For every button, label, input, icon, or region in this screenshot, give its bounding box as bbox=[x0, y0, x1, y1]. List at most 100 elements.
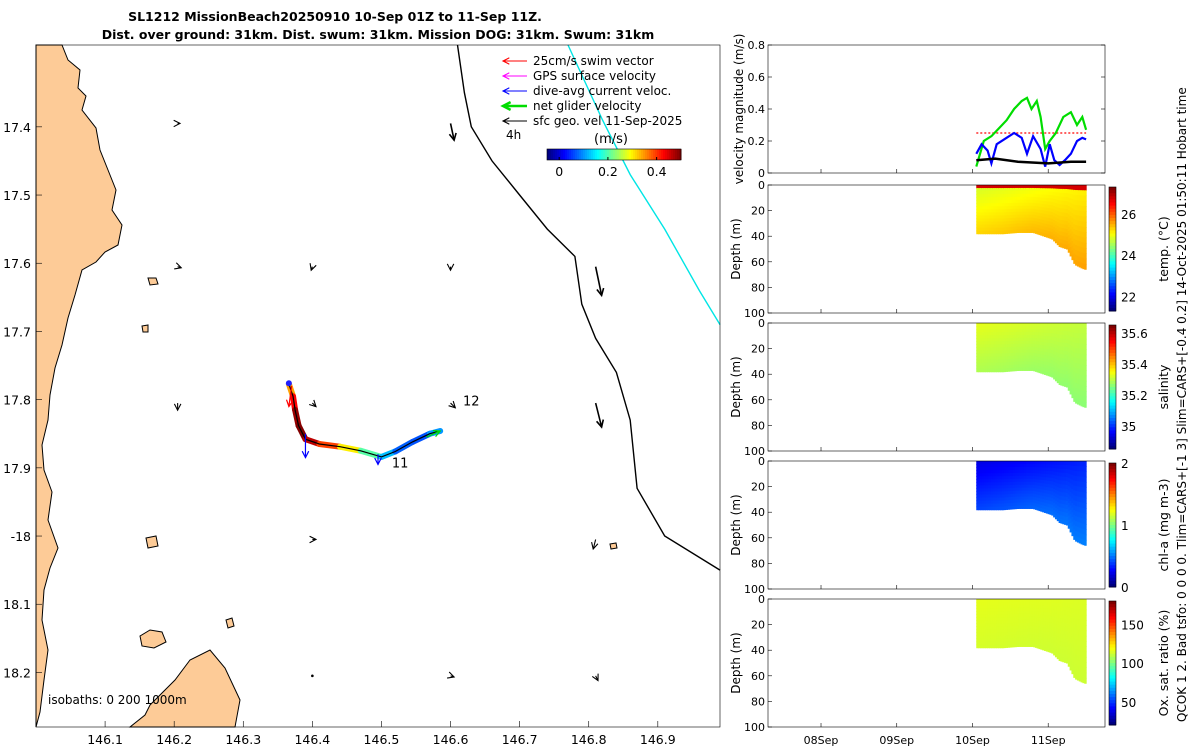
colorbar-cell-4 bbox=[555, 149, 558, 160]
section-cell-sal bbox=[996, 335, 999, 339]
section-cell-ox bbox=[1011, 610, 1014, 615]
section-cell-temp bbox=[1036, 218, 1040, 223]
section-cell-chl bbox=[1011, 469, 1014, 474]
section-cell-ox bbox=[1011, 625, 1014, 630]
section-cell-chl bbox=[1007, 473, 1010, 477]
section-cell-sal bbox=[1056, 337, 1060, 343]
section-cell-ox bbox=[1065, 638, 1069, 644]
section-cell-chl bbox=[1047, 484, 1051, 488]
section-cell-ox bbox=[983, 641, 987, 646]
section-cell-ox bbox=[998, 638, 1001, 643]
section-cell-ox bbox=[1062, 610, 1065, 616]
section-cell-chl bbox=[994, 497, 997, 502]
section-cell-sal bbox=[978, 362, 981, 367]
section-cell-chl bbox=[1007, 491, 1010, 495]
section-cell-temp bbox=[1047, 194, 1051, 199]
section-cell-temp bbox=[998, 197, 1001, 201]
section-cell-sal bbox=[1080, 323, 1084, 329]
section-cell-sal bbox=[1029, 358, 1032, 363]
section-cell-ox bbox=[1020, 628, 1023, 633]
section-cell-sal bbox=[981, 323, 985, 327]
section-cell-temp bbox=[1031, 220, 1034, 225]
section-cell-chl bbox=[989, 470, 992, 474]
section-cell-temp bbox=[1014, 193, 1018, 198]
section-cell-sal bbox=[1036, 338, 1040, 342]
section-cell-temp bbox=[1023, 193, 1027, 198]
section-cell-sal bbox=[1067, 377, 1071, 383]
section-cell-sal bbox=[976, 341, 979, 345]
section-cell-sal bbox=[1054, 344, 1058, 349]
section-cell-chl bbox=[1065, 496, 1069, 502]
section-cell-temp bbox=[1005, 218, 1008, 222]
section-cell-temp bbox=[1011, 220, 1014, 225]
section-colorbar-cell-temp bbox=[1109, 224, 1116, 228]
section-cell-chl bbox=[1023, 490, 1027, 495]
depth-tick-label-chl-5: 100 bbox=[744, 583, 765, 596]
section-cell-temp bbox=[981, 200, 985, 204]
section-cell-sal bbox=[1043, 364, 1047, 369]
section-cell-sal bbox=[1062, 358, 1065, 363]
section-cell-chl bbox=[1076, 536, 1080, 543]
section-cell-ox bbox=[1029, 631, 1032, 636]
section-cell-sal bbox=[1029, 343, 1032, 348]
section-cell-ox bbox=[996, 641, 999, 646]
section-cell-chl bbox=[1012, 481, 1016, 486]
section-cell-chl bbox=[998, 464, 1001, 468]
section-cell-temp bbox=[1014, 208, 1018, 213]
section-cell-temp bbox=[1003, 185, 1007, 189]
section-cell-ox bbox=[1043, 605, 1047, 610]
section-cell-temp bbox=[1018, 229, 1021, 233]
section-cell-chl bbox=[1034, 476, 1038, 480]
section-cell-temp bbox=[1073, 194, 1076, 201]
section-cell-temp bbox=[1051, 188, 1054, 193]
section-cell-sal bbox=[1011, 346, 1014, 351]
section-cell-ox bbox=[1032, 628, 1036, 633]
section-cell-temp bbox=[1009, 197, 1012, 201]
section-cell-chl bbox=[992, 479, 996, 483]
section-cell-sal bbox=[998, 368, 1001, 373]
section-cell-sal bbox=[998, 338, 1001, 342]
section-cell-chl bbox=[1023, 461, 1027, 465]
section-cell-chl bbox=[985, 494, 988, 499]
section-cell-chl bbox=[1016, 478, 1019, 483]
section-cell-ox bbox=[1069, 652, 1073, 658]
section-cell-chl bbox=[1036, 470, 1040, 474]
section-cell-temp bbox=[994, 194, 997, 198]
section-cell-ox bbox=[1020, 616, 1023, 621]
section-colorbar-frame-sal bbox=[1108, 324, 1117, 450]
section-cell-temp bbox=[1056, 192, 1060, 197]
colorbar-cell-10 bbox=[567, 149, 570, 160]
section-cell-chl bbox=[992, 506, 996, 511]
section-cell-temp bbox=[1045, 194, 1049, 199]
section-cell-sal bbox=[979, 350, 983, 354]
section-cell-temp bbox=[1060, 235, 1063, 240]
section-cell-sal bbox=[1045, 348, 1049, 353]
section-cell-chl bbox=[1011, 466, 1014, 471]
section-cell-temp bbox=[979, 191, 983, 195]
section-cell-sal bbox=[985, 338, 988, 342]
section-cell-ox bbox=[1027, 625, 1030, 630]
colorbar-cell-13 bbox=[573, 149, 576, 160]
section-cell-sal bbox=[1042, 361, 1045, 365]
section-cell-temp bbox=[1036, 215, 1040, 220]
lat-tick-label-7: 18.1 bbox=[3, 597, 31, 612]
section-cell-chl bbox=[1054, 482, 1058, 487]
section-cell-sal bbox=[1073, 371, 1076, 378]
section-cell-chl bbox=[1009, 461, 1012, 465]
section-cell-temp bbox=[1022, 211, 1025, 216]
section-cell-chl bbox=[976, 503, 979, 508]
section-cell-temp bbox=[1067, 185, 1071, 190]
section-cell-chl bbox=[1076, 501, 1080, 508]
section-cell-chl bbox=[1016, 502, 1019, 507]
section-cell-ox bbox=[1076, 599, 1080, 605]
section-cell-sal bbox=[1016, 349, 1019, 354]
section-cell-temp bbox=[1022, 214, 1025, 219]
section-cell-chl bbox=[1076, 516, 1080, 523]
section-cell-ox bbox=[1003, 608, 1007, 612]
section-cell-sal bbox=[1001, 332, 1005, 336]
section-colorbar-cell-ox bbox=[1109, 616, 1116, 621]
section-colorbar-cell-ox bbox=[1109, 619, 1116, 624]
section-colorbar-cell-chl bbox=[1109, 481, 1116, 486]
section-cell-chl bbox=[979, 479, 983, 483]
section-cell-chl bbox=[1029, 461, 1032, 465]
